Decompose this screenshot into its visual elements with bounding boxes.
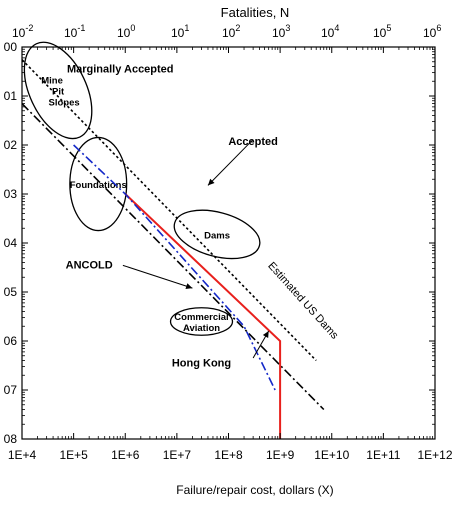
top-tick-exponent: 4 <box>334 23 339 33</box>
region-ellipse <box>173 209 261 260</box>
y-tick-label: 03 <box>4 187 18 201</box>
top-tick-base: 10 <box>12 26 26 40</box>
region-ellipse <box>69 136 128 232</box>
series-line-ancold <box>124 193 282 439</box>
top-tick-label: 101 <box>171 23 189 40</box>
x-tick-label: 1E+10 <box>314 448 349 462</box>
region-label: Mine <box>41 75 63 86</box>
top-tick-base: 10 <box>373 26 387 40</box>
top-tick-label: 102 <box>222 23 240 40</box>
top-tick-exponent: 5 <box>386 23 391 33</box>
x-tick-label: 1E+6 <box>111 448 140 462</box>
series-line-estimated-us-dams <box>73 144 276 391</box>
top-tick-base: 10 <box>321 26 335 40</box>
annotation-label: Accepted <box>228 136 278 148</box>
y-tick-label: 07 <box>4 383 18 397</box>
annotation-label: Marginally Accepted <box>67 64 174 76</box>
top-tick-exponent: -2 <box>25 23 33 33</box>
top-tick-base: 10 <box>222 26 236 40</box>
region-label: Foundations <box>70 180 127 191</box>
top-tick-label: 104 <box>321 23 339 40</box>
y-tick-label: 04 <box>4 236 18 250</box>
top-tick-base: 10 <box>272 26 286 40</box>
x-tick-label: 1E+12 <box>417 448 452 462</box>
series-line-accepted <box>21 103 325 411</box>
top-tick-exponent: 1 <box>184 23 189 33</box>
region-label: Aviation <box>183 323 220 334</box>
x-axis-title: Failure/repair cost, dollars (X) <box>176 483 333 497</box>
top-tick-label: 105 <box>373 23 391 40</box>
series-group <box>21 59 325 439</box>
top-tick-base: 10 <box>64 26 78 40</box>
region-ellipse <box>23 41 93 140</box>
y-tick-label: 08 <box>4 432 18 446</box>
x-tick-label: 1E+7 <box>163 448 192 462</box>
ticks-group: 1E+4 1E+5 1E+6 1E+7 1E+8 1E+9 1E+10 1E+11 1E+12 1… <box>4 23 453 462</box>
y-tick-label: 06 <box>4 334 18 348</box>
top-tick-exponent: 2 <box>235 23 240 33</box>
annotation-label: ANCOLD <box>66 260 113 272</box>
top-tick-base: 10 <box>117 26 131 40</box>
annotation-arrowhead <box>185 283 193 290</box>
annotation-pointer <box>207 139 254 186</box>
annotation-pointer <box>122 264 193 289</box>
region-label: Commercial <box>174 312 228 323</box>
y-tick-label: 05 <box>4 285 18 299</box>
top-tick-base: 10 <box>423 26 437 40</box>
annotation-label: Hong Kong <box>172 358 231 370</box>
top-tick-exponent: 0 <box>130 23 135 33</box>
x-tick-label: 1E+8 <box>214 448 243 462</box>
region-label: Pit <box>52 86 65 97</box>
annotation-arrowhead <box>207 178 215 186</box>
top-tick-base: 10 <box>171 26 185 40</box>
region-label: Dams <box>204 230 230 241</box>
top-tick-label: 10-2 <box>12 23 33 40</box>
y-tick-label: 00 <box>4 40 18 54</box>
top-tick-label: 10-1 <box>64 23 85 40</box>
y-tick-label: 02 <box>4 138 18 152</box>
top-axis-title: Fatalities, N <box>221 5 290 20</box>
x-tick-label: 1E+5 <box>59 448 88 462</box>
x-tick-label: 1E+11 <box>366 448 400 462</box>
top-tick-exponent: 6 <box>436 23 441 33</box>
top-tick-label: 100 <box>117 23 135 40</box>
x-tick-label: 1E+9 <box>266 448 295 462</box>
top-tick-label: 106 <box>423 23 441 40</box>
top-tick-exponent: 3 <box>285 23 290 33</box>
y-tick-label: 01 <box>4 89 18 103</box>
x-tick-label: 1E+4 <box>8 448 37 462</box>
top-tick-exponent: -1 <box>77 23 85 33</box>
top-tick-label: 103 <box>272 23 290 40</box>
series-line-marginally-accepted <box>21 59 317 362</box>
annotation-arrowhead <box>262 330 269 338</box>
region-ellipse <box>169 307 234 336</box>
